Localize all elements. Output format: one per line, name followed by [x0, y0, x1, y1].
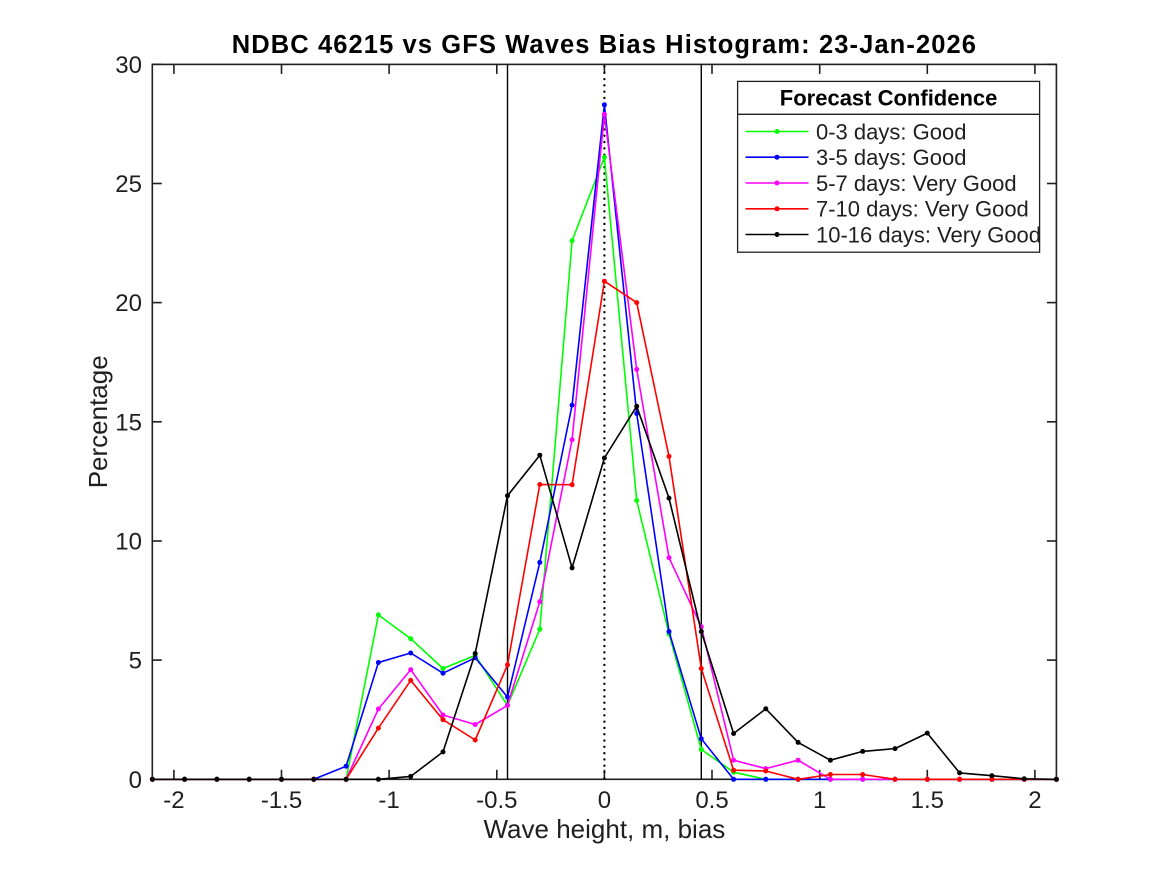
- svg-text:0-3 days: Good: 0-3 days: Good: [816, 119, 966, 144]
- svg-text:Forecast Confidence: Forecast Confidence: [780, 86, 998, 111]
- svg-text:7-10 days: Very Good: 7-10 days: Very Good: [816, 197, 1029, 222]
- svg-text:10: 10: [115, 529, 142, 556]
- svg-text:0.5: 0.5: [695, 787, 728, 814]
- svg-text:Percentage: Percentage: [83, 355, 113, 488]
- svg-text:5: 5: [129, 648, 142, 675]
- svg-text:-2: -2: [163, 787, 184, 814]
- svg-text:25: 25: [115, 171, 142, 198]
- svg-text:10-16 days: Very Good: 10-16 days: Very Good: [816, 222, 1041, 247]
- svg-text:0: 0: [598, 787, 611, 814]
- svg-text:-0.5: -0.5: [476, 787, 517, 814]
- svg-text:3-5 days: Good: 3-5 days: Good: [816, 145, 966, 170]
- svg-text:-1: -1: [378, 787, 399, 814]
- svg-text:NDBC 46215 vs GFS Waves Bias H: NDBC 46215 vs GFS Waves Bias Histogram: …: [232, 31, 977, 59]
- svg-text:0: 0: [129, 767, 142, 794]
- svg-text:20: 20: [115, 290, 142, 317]
- svg-text:5-7 days: Very Good: 5-7 days: Very Good: [816, 171, 1017, 196]
- svg-text:15: 15: [115, 409, 142, 436]
- svg-text:30: 30: [115, 52, 142, 79]
- svg-text:1.5: 1.5: [911, 787, 944, 814]
- svg-text:1: 1: [813, 787, 826, 814]
- svg-text:-1.5: -1.5: [261, 787, 302, 814]
- svg-text:Wave height, m, bias: Wave height, m, bias: [483, 814, 725, 844]
- svg-text:2: 2: [1028, 787, 1041, 814]
